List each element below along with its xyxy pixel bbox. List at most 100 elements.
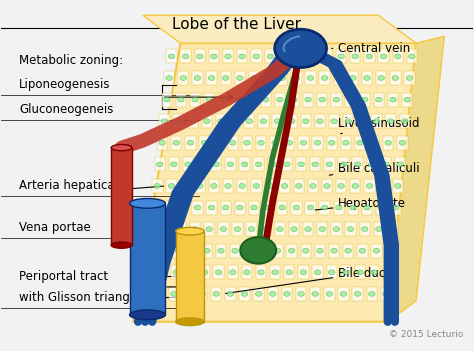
- Bar: [298, 265, 309, 279]
- Circle shape: [277, 97, 283, 102]
- Bar: [164, 200, 174, 214]
- Circle shape: [192, 97, 198, 102]
- Circle shape: [275, 29, 327, 67]
- Circle shape: [197, 54, 203, 59]
- Circle shape: [371, 270, 377, 275]
- Circle shape: [343, 140, 349, 145]
- Bar: [265, 179, 276, 193]
- Circle shape: [314, 270, 321, 275]
- Bar: [348, 200, 358, 214]
- Circle shape: [343, 270, 349, 275]
- Circle shape: [359, 248, 365, 253]
- Circle shape: [168, 184, 175, 188]
- Circle shape: [272, 270, 278, 275]
- Circle shape: [274, 119, 281, 124]
- Bar: [223, 49, 233, 64]
- Bar: [362, 71, 372, 85]
- Bar: [211, 157, 221, 171]
- Circle shape: [203, 119, 210, 124]
- Bar: [251, 179, 262, 193]
- Circle shape: [255, 162, 262, 167]
- Circle shape: [203, 248, 210, 253]
- Circle shape: [270, 162, 276, 167]
- Circle shape: [187, 270, 194, 275]
- Bar: [162, 93, 172, 107]
- Circle shape: [234, 227, 241, 232]
- Circle shape: [232, 119, 238, 124]
- Bar: [296, 157, 306, 171]
- Circle shape: [237, 75, 243, 80]
- Circle shape: [173, 270, 180, 275]
- Circle shape: [180, 75, 187, 80]
- Bar: [150, 200, 160, 214]
- Bar: [338, 157, 349, 171]
- Circle shape: [210, 54, 217, 59]
- Bar: [324, 287, 335, 301]
- Bar: [369, 265, 379, 279]
- Circle shape: [328, 140, 335, 145]
- Bar: [383, 265, 393, 279]
- Bar: [381, 157, 391, 171]
- Polygon shape: [388, 36, 444, 322]
- Circle shape: [166, 205, 173, 210]
- Bar: [350, 179, 360, 193]
- Circle shape: [305, 97, 311, 102]
- Bar: [305, 71, 316, 85]
- Bar: [147, 222, 158, 236]
- Bar: [209, 179, 219, 193]
- Circle shape: [149, 227, 156, 232]
- Bar: [246, 222, 257, 236]
- Bar: [111, 148, 132, 245]
- Bar: [293, 49, 304, 64]
- Text: Liver sinusoid: Liver sinusoid: [338, 117, 420, 134]
- Bar: [244, 244, 255, 258]
- Bar: [334, 71, 344, 85]
- Circle shape: [338, 54, 345, 59]
- Bar: [343, 114, 354, 128]
- Circle shape: [293, 205, 300, 210]
- Bar: [211, 287, 221, 301]
- Circle shape: [286, 140, 292, 145]
- Circle shape: [171, 162, 177, 167]
- Circle shape: [291, 97, 297, 102]
- Bar: [282, 157, 292, 171]
- Circle shape: [361, 227, 368, 232]
- Text: © 2015 Lecturio: © 2015 Lecturio: [389, 330, 463, 339]
- Bar: [301, 114, 311, 128]
- Bar: [230, 244, 240, 258]
- Bar: [230, 114, 240, 128]
- Ellipse shape: [129, 198, 165, 208]
- Circle shape: [222, 75, 229, 80]
- Circle shape: [185, 291, 191, 296]
- Circle shape: [321, 75, 328, 80]
- Circle shape: [279, 205, 285, 210]
- Circle shape: [248, 97, 255, 102]
- Bar: [338, 287, 349, 301]
- Ellipse shape: [111, 145, 132, 151]
- Circle shape: [312, 291, 319, 296]
- Bar: [185, 265, 196, 279]
- Bar: [308, 179, 318, 193]
- Circle shape: [371, 140, 377, 145]
- Polygon shape: [133, 43, 416, 322]
- Circle shape: [190, 119, 196, 124]
- Bar: [220, 71, 231, 85]
- Circle shape: [255, 291, 262, 296]
- Circle shape: [340, 162, 347, 167]
- Circle shape: [215, 140, 222, 145]
- Bar: [256, 265, 266, 279]
- Text: Bile duct: Bile duct: [226, 266, 390, 293]
- Bar: [291, 200, 301, 214]
- Bar: [220, 200, 231, 214]
- Bar: [178, 200, 189, 214]
- Bar: [341, 136, 351, 150]
- Circle shape: [225, 54, 231, 59]
- Circle shape: [267, 54, 274, 59]
- Circle shape: [357, 270, 363, 275]
- Text: Lobe of the Liver: Lobe of the Liver: [173, 17, 301, 32]
- Bar: [291, 71, 301, 85]
- Bar: [277, 200, 287, 214]
- Bar: [378, 49, 389, 64]
- Circle shape: [265, 75, 272, 80]
- Bar: [213, 265, 224, 279]
